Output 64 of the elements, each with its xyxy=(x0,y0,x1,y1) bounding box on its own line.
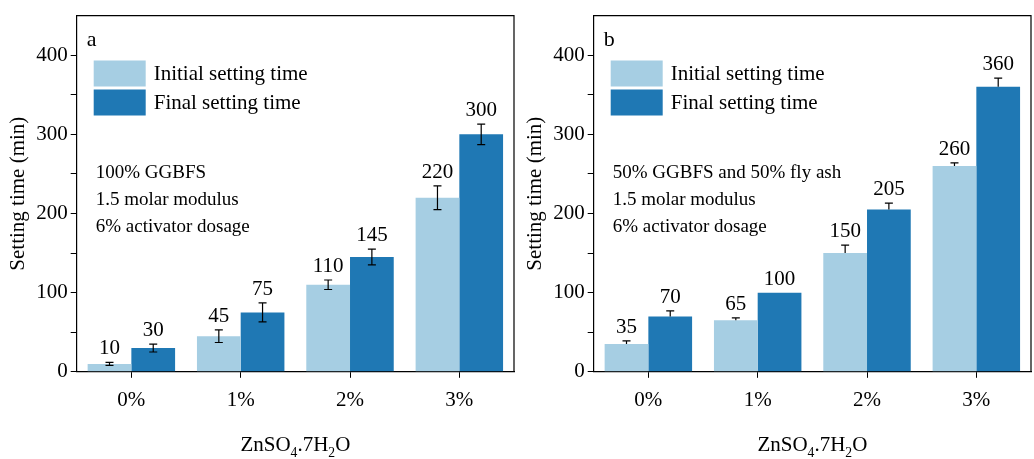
y-tick-label: 200 xyxy=(36,200,68,224)
annotation: 50% GGBFS and 50% fly ash xyxy=(612,160,842,182)
bar xyxy=(648,316,693,372)
bar xyxy=(350,257,394,372)
data-label: 35 xyxy=(616,313,637,338)
data-label: 260 xyxy=(938,135,971,160)
data-label: 150 xyxy=(829,218,861,243)
data-label: 360 xyxy=(982,51,1014,76)
bar xyxy=(867,209,911,372)
legend-label: Final setting time xyxy=(670,90,818,115)
x-tick-label: 0% xyxy=(634,386,663,411)
annotation: 1.5 molar modulus xyxy=(612,187,756,209)
y-tick-label: 300 xyxy=(553,120,585,145)
x-tick-label: 0% xyxy=(117,386,146,411)
data-label: 110 xyxy=(312,253,344,277)
x-tick-label: 2% xyxy=(853,386,882,411)
x-tick-label: 1% xyxy=(743,386,772,411)
y-axis-title: Setting time (min) xyxy=(5,116,30,271)
data-label: 75 xyxy=(252,275,274,300)
y-tick-label: 100 xyxy=(36,279,68,304)
x-tick-label: 2% xyxy=(336,386,365,411)
bar xyxy=(823,253,868,372)
annotation: 6% activator dosage xyxy=(95,214,250,236)
annotation: 6% activator dosage xyxy=(612,214,767,236)
y-tick-label: 300 xyxy=(36,120,68,145)
bar xyxy=(240,312,285,372)
data-label: 45 xyxy=(208,302,230,327)
annotation: 1.5 molar modulus xyxy=(95,187,239,209)
bar xyxy=(196,336,241,372)
y-tick-label: 0 xyxy=(574,358,585,383)
legend-label: Initial setting time xyxy=(153,61,308,86)
data-label: 300 xyxy=(465,97,497,122)
x-tick-label: 1% xyxy=(226,386,255,411)
legend-label: Initial setting time xyxy=(670,61,825,86)
data-label: 100 xyxy=(763,265,796,290)
bar xyxy=(459,134,504,372)
y-tick-label: 200 xyxy=(553,200,585,224)
y-tick-label: 400 xyxy=(553,41,585,66)
data-label: 220 xyxy=(421,158,454,183)
y-tick-label: 100 xyxy=(553,279,585,304)
y-tick-label: 400 xyxy=(36,41,68,66)
data-label: 205 xyxy=(873,176,905,201)
data-label: 10 xyxy=(99,335,120,360)
bar xyxy=(757,292,802,372)
annotation: a xyxy=(86,25,97,51)
data-label: 145 xyxy=(356,222,388,247)
data-label: 30 xyxy=(142,317,164,342)
x-tick-label: 3% xyxy=(445,386,474,411)
bar xyxy=(932,166,977,372)
y-tick-label: 0 xyxy=(57,358,68,383)
x-tick-label: 3% xyxy=(962,386,991,411)
bar xyxy=(604,344,649,372)
bar xyxy=(306,284,351,372)
annotation: b xyxy=(603,25,615,51)
bar xyxy=(976,86,1021,372)
annotation: 100% GGBFS xyxy=(95,160,207,182)
bar xyxy=(87,363,132,372)
data-label: 65 xyxy=(725,290,747,315)
bar xyxy=(415,197,460,372)
legend-label: Final setting time xyxy=(153,90,301,115)
data-label: 70 xyxy=(659,283,681,308)
y-axis-title: Setting time (min) xyxy=(522,116,547,271)
bar xyxy=(131,348,176,372)
bar xyxy=(713,320,758,372)
